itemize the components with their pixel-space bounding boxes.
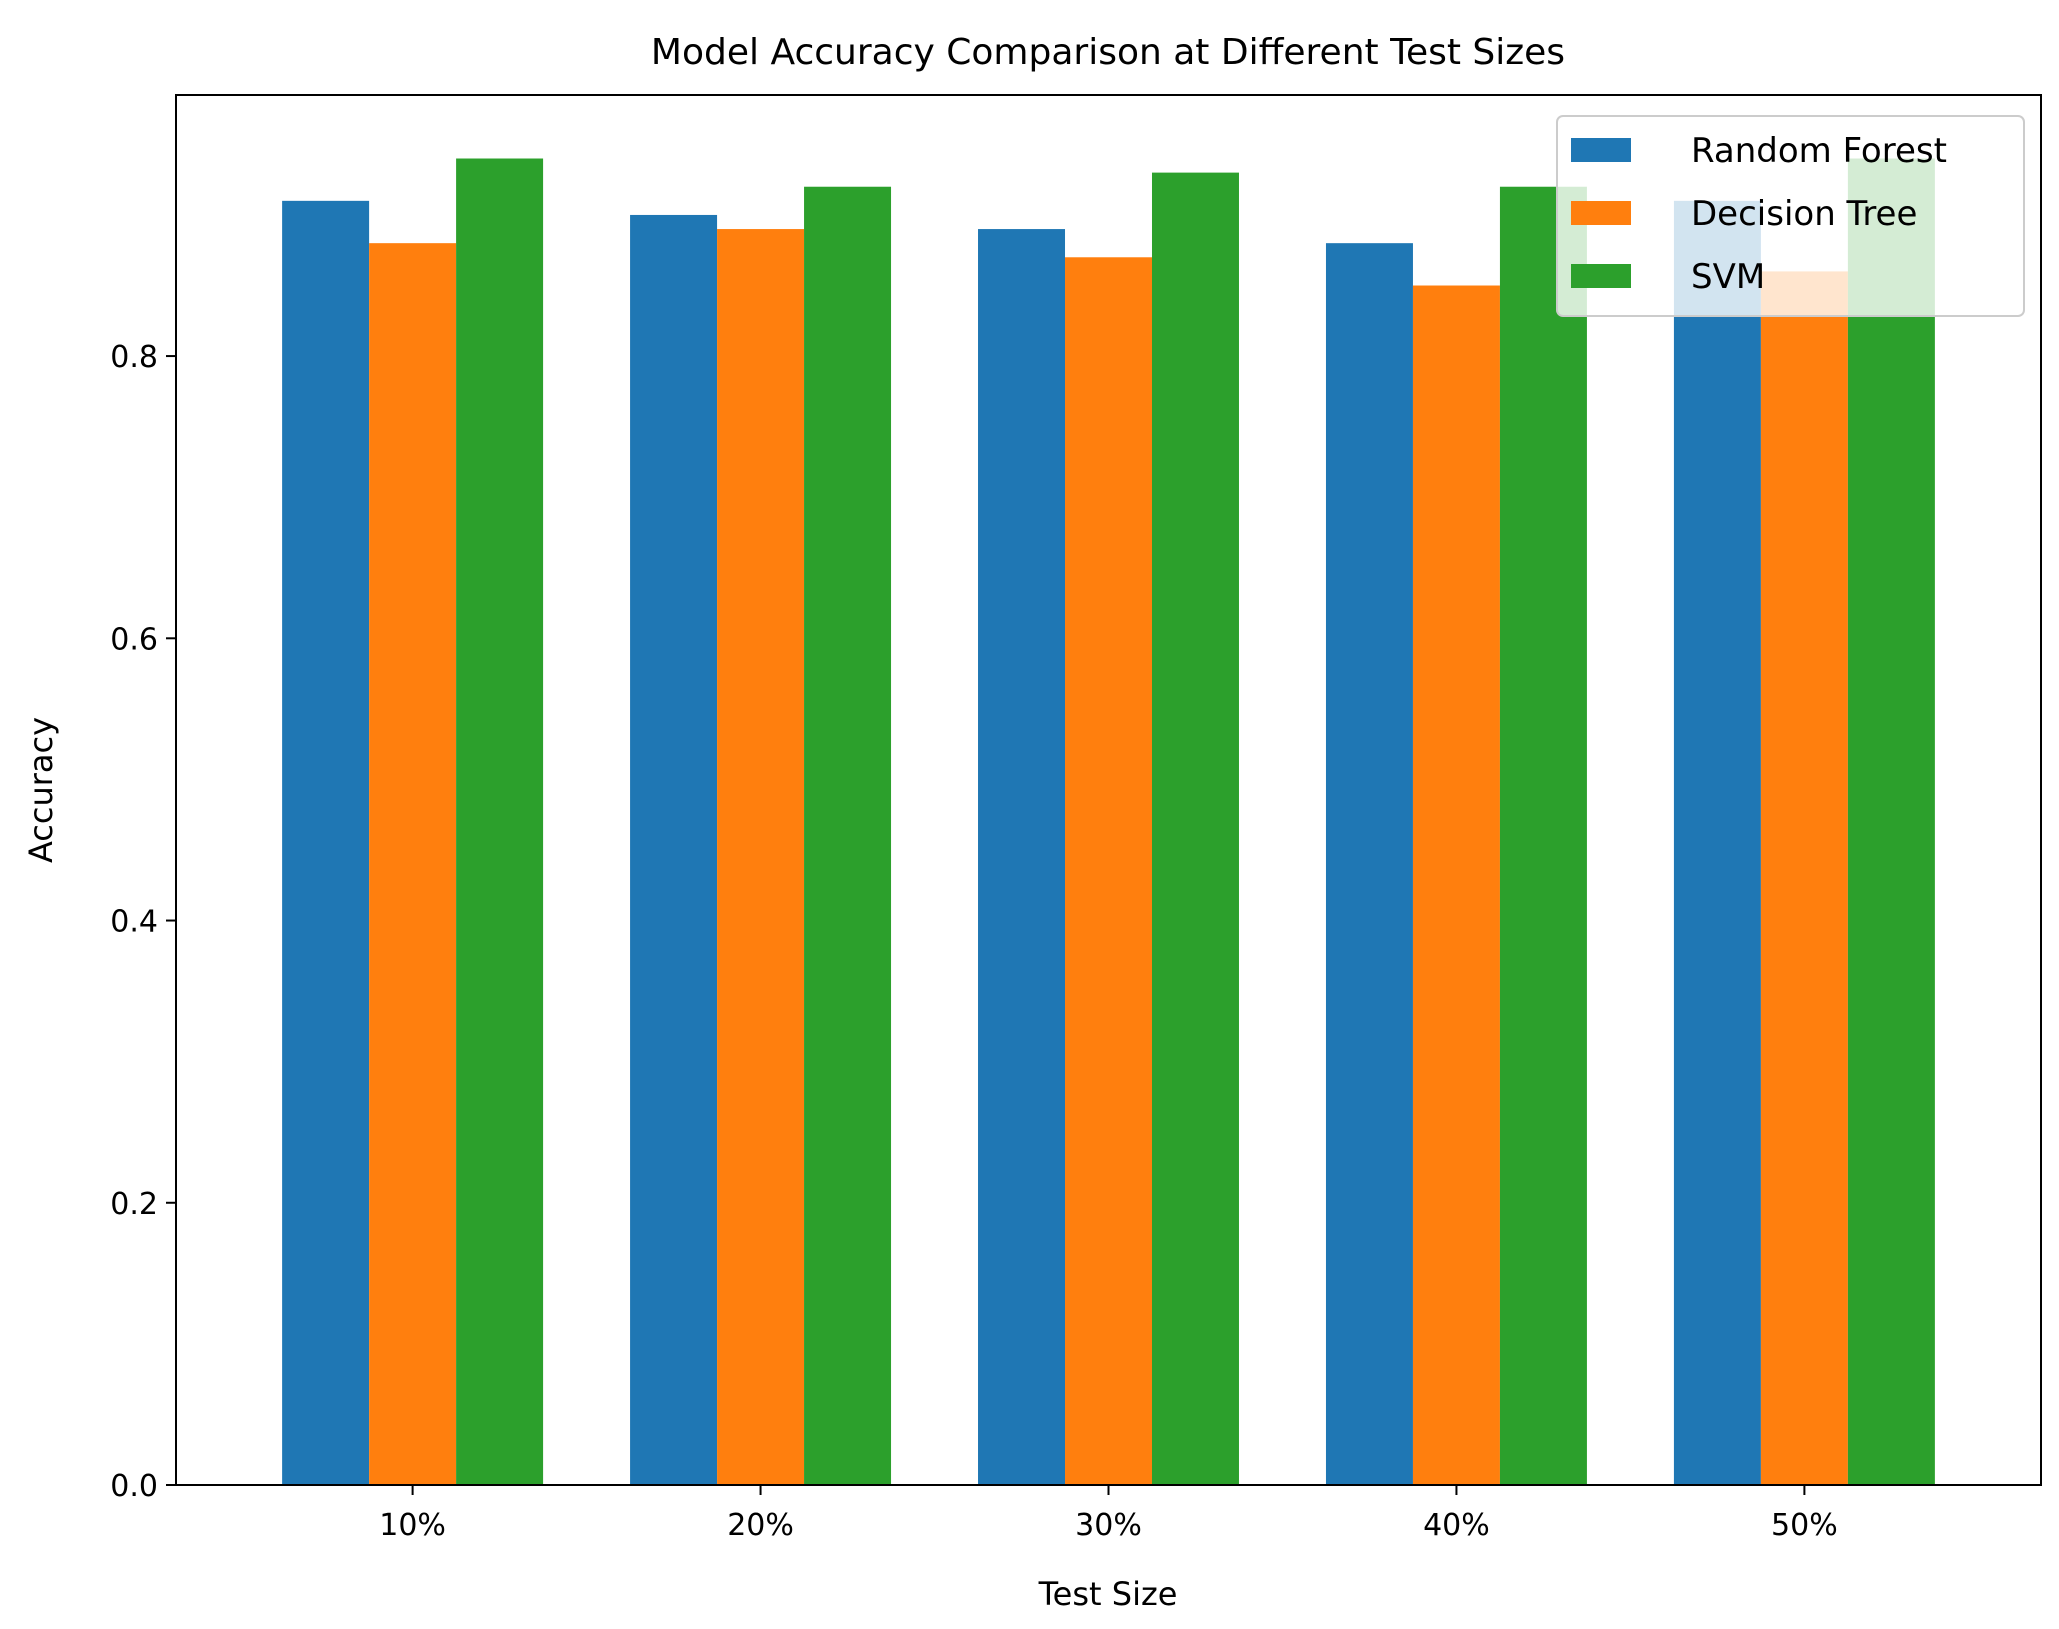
bar-decision-tree-40pct <box>1412 285 1500 1485</box>
legend-box <box>1556 115 2025 317</box>
bar-random-forest-30pct <box>978 229 1066 1485</box>
legend-swatch-svm <box>1571 264 1631 288</box>
bar-random-forest-50pct <box>1673 200 1761 1486</box>
legend-label: Decision Tree <box>1691 194 1917 234</box>
y-tick-label: 0.6 <box>110 622 158 657</box>
x-tick-label: 40% <box>1423 1508 1490 1543</box>
legend-label: Random Forest <box>1691 131 1947 171</box>
bar-svm-50pct <box>1847 158 1935 1485</box>
legend-label: SVM <box>1691 257 1765 297</box>
y-tick-label: 0.4 <box>110 905 158 940</box>
x-tick-label: 50% <box>1771 1508 1838 1543</box>
x-tick-label: 10% <box>379 1508 446 1543</box>
bar-random-forest-10pct <box>282 200 370 1486</box>
bar-decision-tree-30pct <box>1065 257 1152 1485</box>
bars-layer <box>282 158 1935 1486</box>
legend-swatch-decision-tree <box>1571 201 1631 225</box>
bar-svm-10pct <box>456 158 544 1485</box>
ticks-layer: 10% 20% 30% 40% 50% 0.0 0.2 0.4 0.6 0.8 <box>110 340 1837 1543</box>
chart-title: Model Accuracy Comparison at Different T… <box>651 32 1565 73</box>
bar-random-forest-20pct <box>630 214 718 1486</box>
legend-swatch-random-forest <box>1571 138 1631 162</box>
bar-decision-tree-20pct <box>717 229 805 1485</box>
bar-svm-30pct <box>1151 172 1239 1486</box>
x-tick-label: 30% <box>1075 1508 1142 1543</box>
y-tick-label: 0.0 <box>110 1469 158 1504</box>
plot-area-frame <box>175 94 2042 1486</box>
bar-decision-tree-10pct <box>369 243 457 1485</box>
x-axis-label: Test Size <box>1038 1575 1178 1613</box>
y-tick-label: 0.8 <box>110 340 158 375</box>
bar-svm-20pct <box>804 186 892 1486</box>
bar-svm-40pct <box>1499 186 1587 1486</box>
legend: Random Forest Decision Tree SVM <box>1556 115 2025 317</box>
y-tick-label: 0.2 <box>110 1187 158 1222</box>
bar-random-forest-40pct <box>1325 243 1413 1485</box>
bar-decision-tree-50pct <box>1760 271 1848 1485</box>
x-tick-label: 20% <box>727 1508 794 1543</box>
y-axis-label: Accuracy <box>22 717 60 863</box>
